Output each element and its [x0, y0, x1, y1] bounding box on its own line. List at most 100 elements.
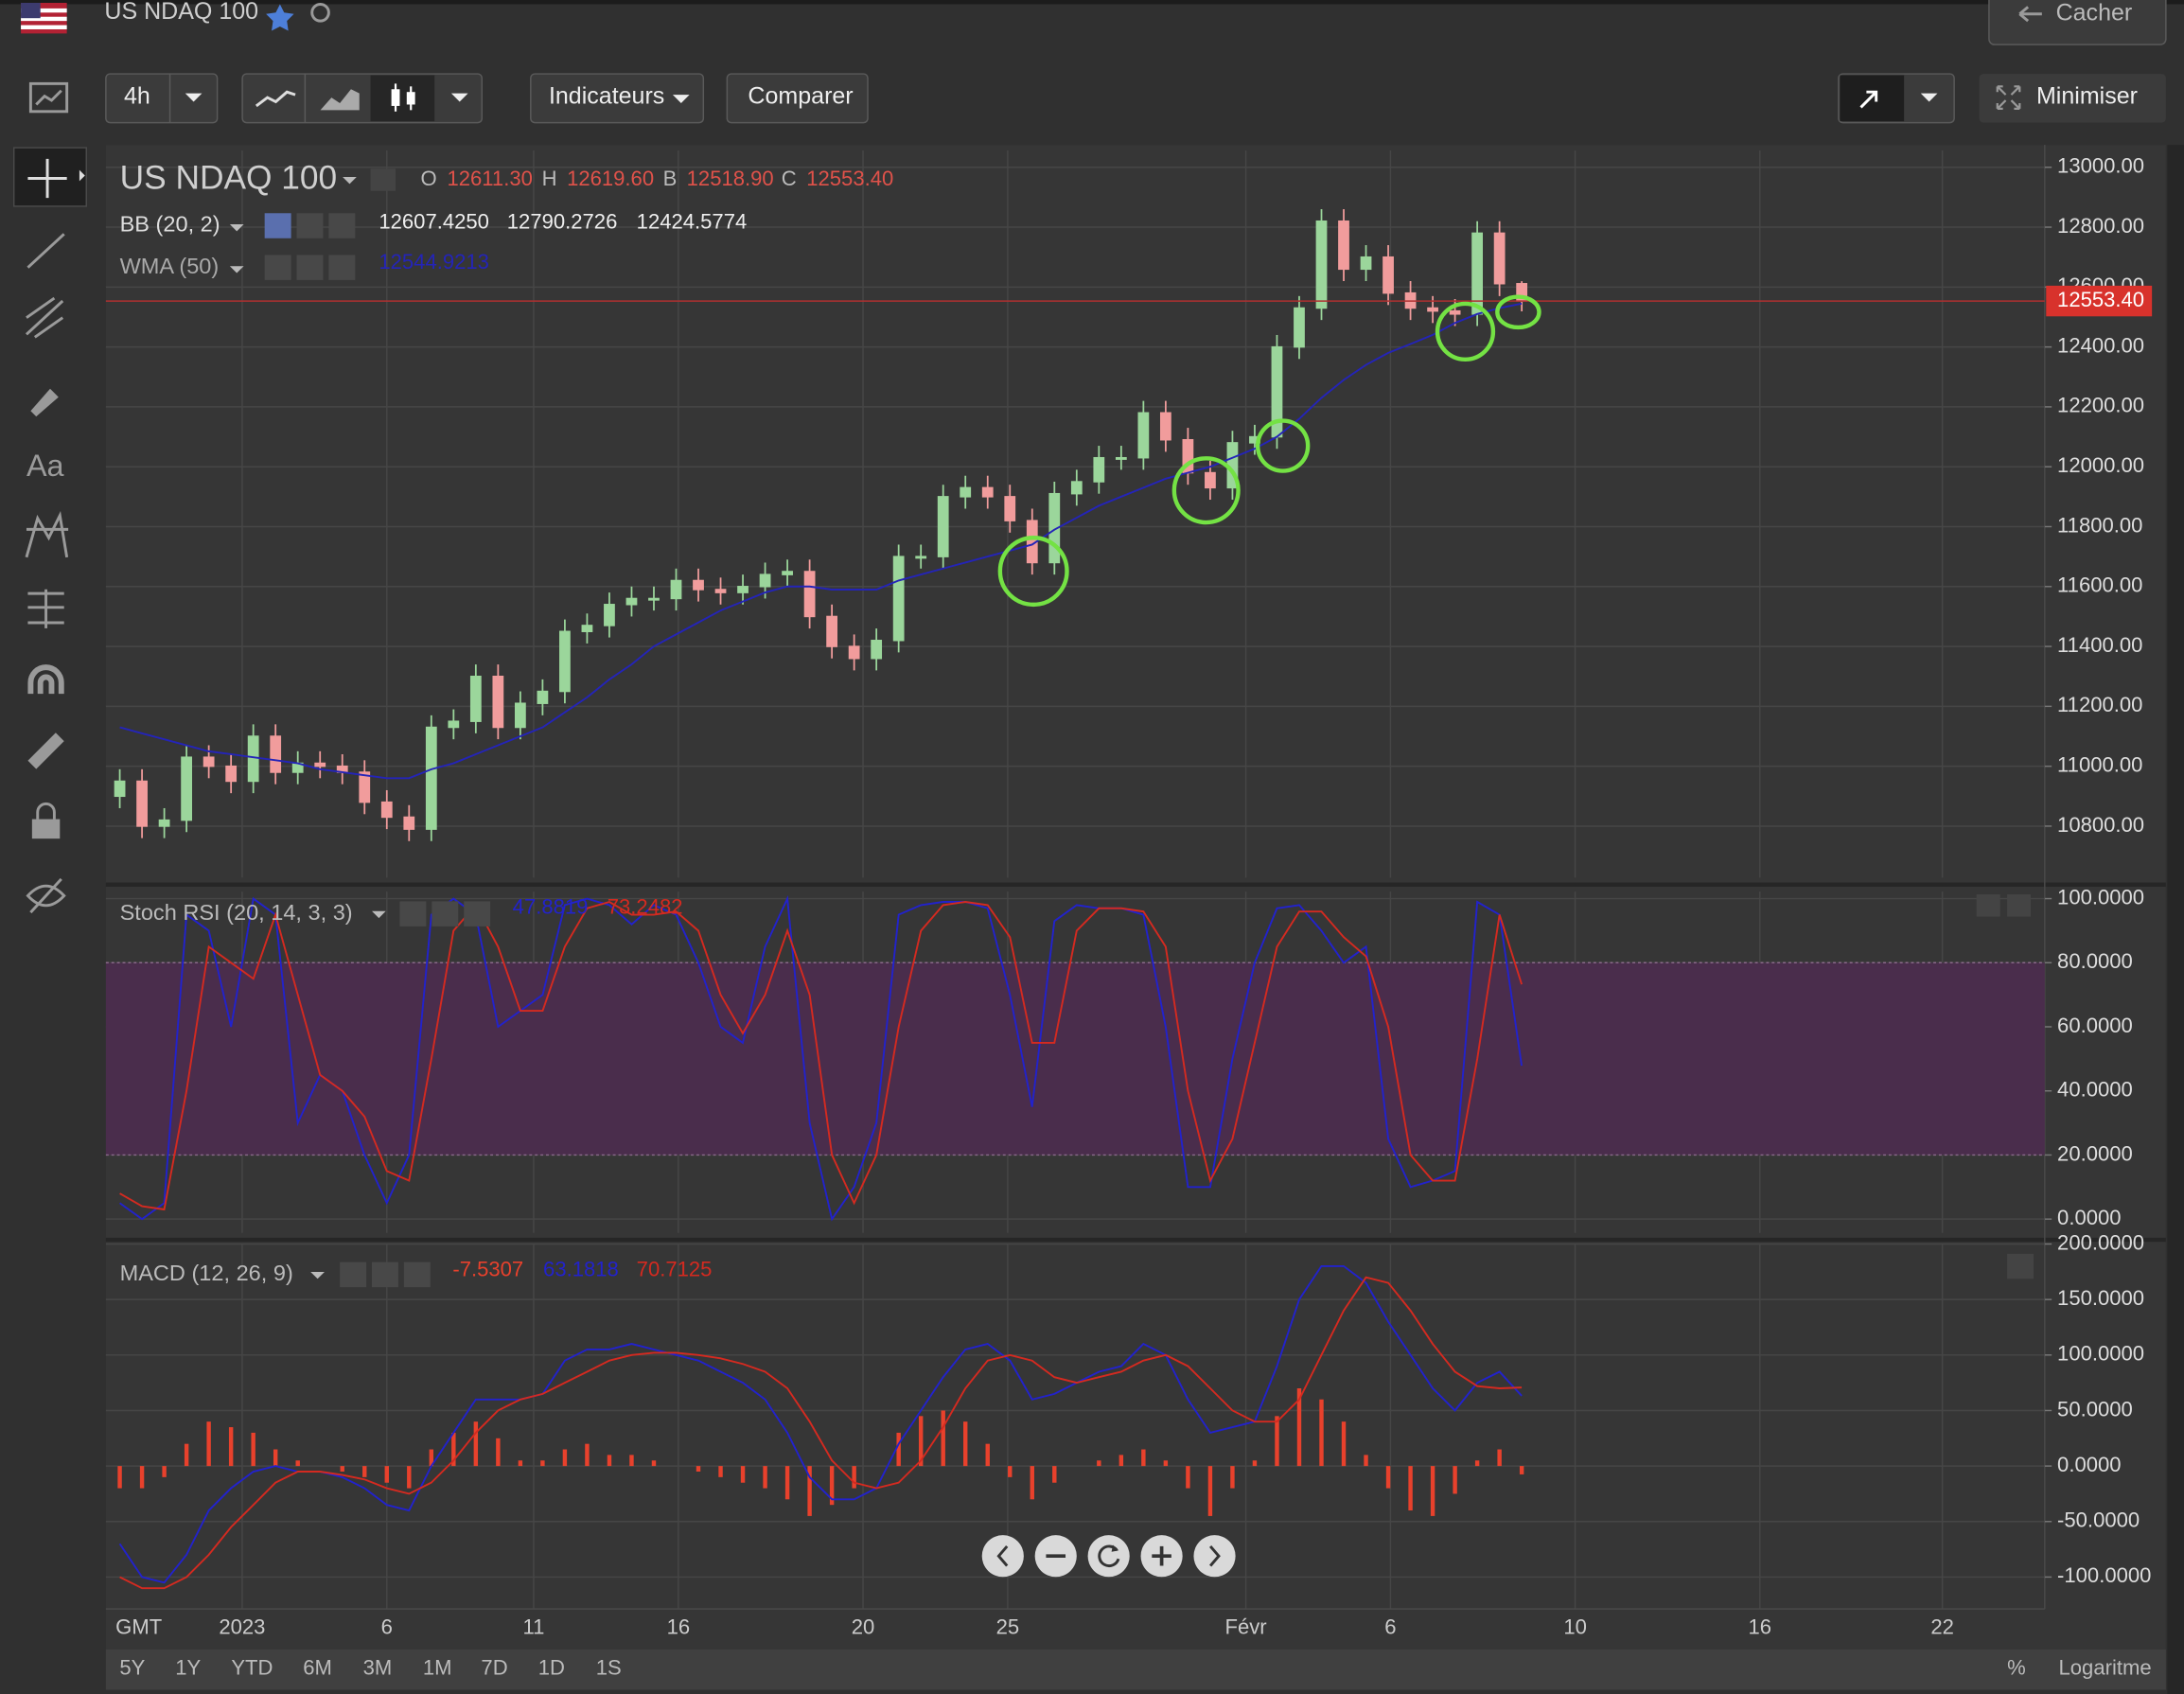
candle-body [270, 735, 282, 773]
histogram-bar [451, 1432, 456, 1467]
magnet-tool[interactable] [27, 664, 64, 695]
indicator-control[interactable] [264, 255, 291, 280]
y-tick-label: 0.0000 [2057, 1206, 2121, 1229]
y-tick-label: 12400.00 [2057, 333, 2144, 357]
lock-tool[interactable] [31, 802, 61, 839]
candle-body [114, 780, 126, 798]
chart-type-select[interactable] [241, 73, 484, 124]
percent-toggle[interactable]: % [2007, 1655, 2026, 1679]
candle-body [1004, 496, 1016, 521]
range-button[interactable]: 1Y [175, 1655, 201, 1679]
range-button[interactable]: 1M [423, 1655, 452, 1679]
compare-button[interactable]: Comparer [726, 73, 869, 124]
channel-tool[interactable] [25, 296, 64, 339]
indicator-control[interactable] [372, 1262, 398, 1288]
x-tick-label: 22 [1930, 1615, 1954, 1639]
y-tick-label: 12800.00 [2057, 214, 2144, 238]
hide-button[interactable]: Cacher [1988, 0, 2167, 45]
panel-title: MACD (12, 26, 9) [120, 1261, 293, 1285]
nav-left[interactable] [981, 1535, 1024, 1578]
indicator-control[interactable] [264, 213, 291, 238]
y-tick-label: 50.0000 [2057, 1397, 2133, 1420]
histogram-bar [607, 1455, 612, 1467]
histogram-bar [963, 1421, 968, 1467]
ohlc-label: C [782, 167, 797, 190]
range-button[interactable]: 5Y [119, 1655, 145, 1679]
histogram-bar [829, 1466, 835, 1506]
ohlc-label: H [542, 167, 557, 190]
histogram-bar [718, 1466, 723, 1477]
favorite-star[interactable] [266, 4, 294, 31]
pattern-tool[interactable] [25, 510, 69, 558]
indicator-control[interactable] [399, 901, 427, 926]
candle-body [1115, 456, 1127, 460]
y-tick-label: 80.0000 [2057, 949, 2133, 973]
reset[interactable] [1087, 1535, 1130, 1578]
indicator-control[interactable] [340, 1262, 367, 1288]
measure-tool[interactable] [27, 589, 64, 628]
histogram-bar [585, 1443, 590, 1467]
indicator-control[interactable] [328, 255, 356, 280]
nav-right[interactable] [1193, 1535, 1236, 1578]
dropdown-arrow [310, 1271, 325, 1279]
edit-tool[interactable] [27, 732, 64, 769]
range-button[interactable]: 1D [538, 1655, 565, 1679]
range-button[interactable]: YTD [231, 1655, 273, 1679]
y-tick-label: 10800.00 [2057, 813, 2144, 837]
indicator-control[interactable] [296, 213, 324, 238]
histogram-bar [295, 1460, 300, 1467]
candle-body [803, 571, 816, 618]
text-tool[interactable]: Aa [26, 449, 64, 483]
tool-arrow [79, 169, 85, 182]
indicator-control[interactable] [432, 901, 459, 926]
interval-select[interactable]: 4h [105, 73, 219, 124]
indicator-control[interactable] [464, 901, 491, 926]
ohlc-value: 12611.30 [447, 167, 532, 190]
indicator-control[interactable] [403, 1262, 431, 1288]
histogram-bar [1275, 1416, 1279, 1467]
chart-icon[interactable] [28, 81, 69, 114]
indicators-label[interactable]: Indicateurs [549, 83, 664, 110]
candle-body [380, 801, 393, 819]
dropdown-arrow [372, 910, 386, 919]
crosshair-tool[interactable] [12, 147, 87, 207]
indicator-control[interactable] [328, 213, 356, 238]
compare-label[interactable]: Comparer [748, 83, 853, 110]
chart-area [105, 145, 2166, 1650]
highlight-circle [1495, 294, 1541, 330]
panel-down[interactable] [2007, 894, 2032, 917]
histogram-bar [696, 1466, 701, 1472]
candle-body [1294, 307, 1305, 348]
candle-body [625, 597, 638, 606]
range-button[interactable]: 6M [303, 1655, 332, 1679]
y-tick-label: 12200.00 [2057, 394, 2144, 417]
zoom-out[interactable] [1034, 1535, 1077, 1578]
candle-body [759, 573, 771, 588]
histogram-bar [918, 1416, 924, 1467]
histogram-bar [784, 1466, 790, 1500]
legend-value: 73.2482 [608, 895, 683, 919]
minimize-button[interactable]: Minimiser [1979, 74, 2166, 123]
drawing-mode-select[interactable] [1838, 73, 1955, 124]
histogram-bar [1408, 1466, 1413, 1511]
range-button[interactable]: 3M [363, 1655, 393, 1679]
range-button[interactable]: 1S [596, 1655, 622, 1679]
range-button[interactable]: 7D [481, 1655, 507, 1679]
search-icon[interactable] [310, 3, 330, 23]
indicators-button[interactable]: Indicateurs [530, 73, 705, 124]
histogram-bar [807, 1466, 812, 1516]
interval-label[interactable]: 4h [124, 83, 150, 110]
indicator-control[interactable] [296, 255, 324, 280]
brush-tool[interactable] [30, 388, 59, 417]
hide-label[interactable]: Cacher [2056, 0, 2133, 26]
zoom-in[interactable] [1140, 1535, 1183, 1578]
ohlc-value: 12553.40 [806, 167, 893, 190]
dropdown-arrow [229, 266, 244, 274]
histogram-bar [1030, 1466, 1034, 1500]
log-toggle[interactable]: Logaritme [2059, 1655, 2152, 1679]
hide-tool[interactable] [26, 877, 66, 914]
panel-up[interactable] [2007, 1253, 2034, 1279]
panel-up[interactable] [1976, 894, 2000, 917]
line-tool[interactable] [26, 233, 65, 269]
minimize-label[interactable]: Minimiser [2036, 83, 2138, 110]
